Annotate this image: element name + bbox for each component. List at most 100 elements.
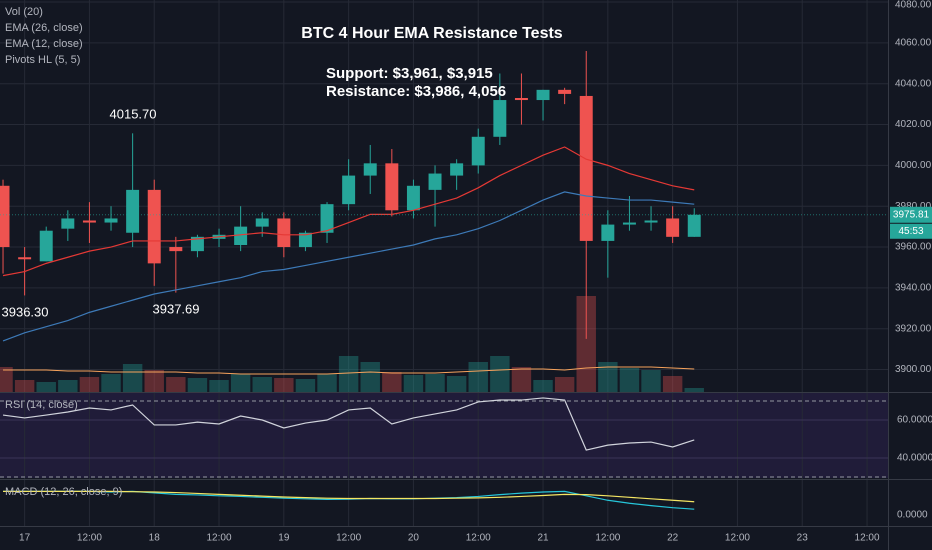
x-tick-label: 12:00 [855,533,880,544]
volume-bar [295,379,316,392]
volume-bar [403,375,424,392]
x-tick-label: 12:00 [466,533,491,544]
legend-entry: EMA (12, close) [5,38,83,50]
candle-body [277,218,291,248]
volume-bar [209,380,229,392]
candle-body [320,204,334,233]
x-tick-label: 23 [797,533,809,544]
candle-body [493,100,507,137]
volume-bar [641,370,661,392]
candle-body [687,214,701,237]
volume-bar [468,362,488,392]
volume-bar [14,380,35,392]
y-tick-label: 4020.00 [895,119,932,130]
chart-title: BTC 4 Hour EMA Resistance Tests [301,25,563,42]
volume-bar [187,378,208,392]
volume-bar [490,356,510,392]
candle-body [342,175,356,205]
candle-body [622,222,636,225]
volume-bar [684,388,704,392]
ema-line [2,191,695,342]
candle-body [406,185,420,211]
candle-body [536,89,550,101]
candle-body [363,163,377,176]
candle-body [298,232,312,248]
candle-body [579,95,593,241]
x-tick-label: 20 [408,533,420,544]
y-tick-label: 4080.00 [895,0,932,11]
y-tick-label: 3960.00 [895,242,932,253]
plot [0,51,704,510]
candle-body [234,226,248,245]
volume-bar [554,377,575,392]
volume-bar [317,374,337,392]
rsi-line [2,397,695,451]
x-tick-label: 12:00 [336,533,361,544]
legend-entry: Vol (20) [5,6,43,18]
y-tick-label: 4040.00 [895,78,932,89]
x-tick-label: 21 [537,533,549,544]
y-tick-label: 4000.00 [895,160,932,171]
x-tick-label: 12:00 [77,533,102,544]
candle-body [666,218,680,237]
legend-entry: RSI (14, close) [5,399,78,411]
candle-body [450,163,464,176]
countdown-tag [890,223,932,239]
y-tick-label: 40.0000 [897,453,932,464]
volume-bar [619,368,640,392]
candle-body [61,218,75,229]
candle-body [18,257,32,260]
y-tick-label: 60.0000 [897,415,932,426]
candle-body [385,163,399,211]
volume-bar [662,376,683,392]
legend-entry: Pivots HL (5, 5) [5,54,80,66]
annotation: Resistance: $3,986, 4,056 [326,83,506,100]
candle-body [169,247,183,252]
x-tick-label: 12:00 [725,533,750,544]
volume-bar [58,380,78,392]
volume-bar [230,374,251,392]
volume-bar [0,367,13,392]
x-tick-label: 12:00 [595,533,620,544]
candle-body [558,89,572,94]
candle-body [190,236,204,252]
legend-entry: EMA (26, close) [5,22,83,34]
countdown-label: 45:53 [898,226,923,237]
y-tick-label: 3920.00 [895,323,932,334]
volume-bar [382,372,402,392]
x-tick-label: 17 [19,533,31,544]
volume-bar [446,376,467,392]
candle-body [601,224,615,241]
volume-bar [36,382,56,392]
y-tick-label: 3940.00 [895,283,932,294]
candle-body [104,218,118,223]
volume-bar [274,378,294,392]
volume-bar [144,370,164,392]
candle-body [39,230,53,262]
volume-bar [338,356,359,392]
grid [0,0,888,526]
y-tick-label: 3980.00 [895,201,932,212]
volume-bar [533,380,553,392]
y-tick-label: 3900.00 [895,364,932,375]
volume-bar [166,377,186,392]
last-price-tag [890,206,932,223]
macd-line [3,490,695,503]
candle-body [471,136,485,166]
last-price-label: 3975.81 [893,209,930,220]
volume-bar [598,362,618,392]
y-tick-label: 4060.00 [895,38,932,49]
y-tick-label: 0.0000 [897,510,928,521]
volume-bar [101,374,121,392]
candle-body [126,189,140,233]
volume-bar [79,377,100,392]
volume-bar [122,364,143,392]
volume-bar [425,374,445,392]
volume-bar [252,377,272,392]
volume-bar [360,362,380,392]
candle-body [147,189,161,264]
candle-body [644,220,658,223]
pivot-label: 3937.69 [153,301,200,316]
ema-line [2,146,695,277]
